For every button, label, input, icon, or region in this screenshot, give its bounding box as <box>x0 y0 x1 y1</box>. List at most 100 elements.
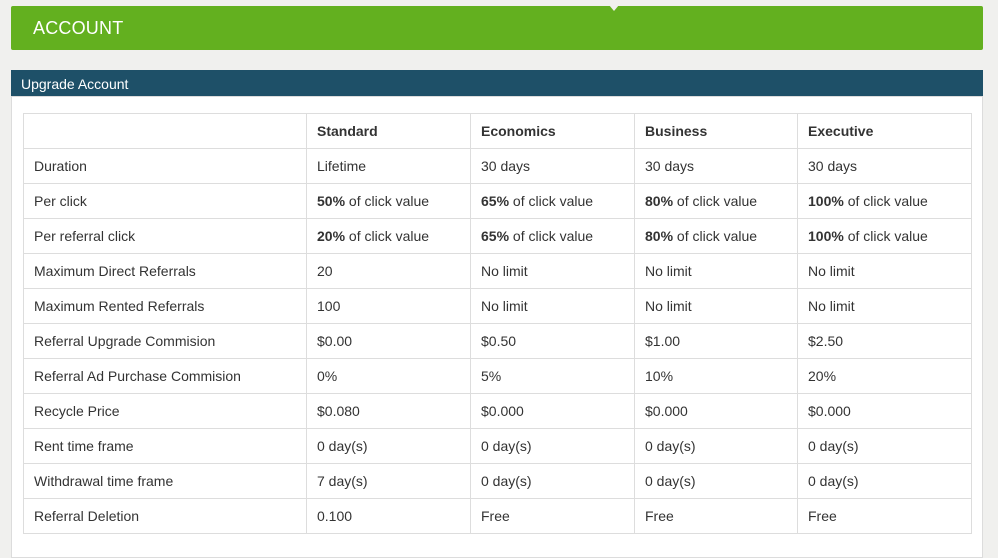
cell-text: No limit <box>645 298 692 314</box>
table-cell: 7 day(s) <box>306 463 471 499</box>
cell-text: No limit <box>808 263 855 279</box>
cell-text: 0 day(s) <box>481 438 532 454</box>
table-cell: 30 days <box>797 148 972 184</box>
table-cell: 30 days <box>470 148 635 184</box>
row-label: Per referral click <box>23 218 307 254</box>
table-row: Referral Deletion 0.100 Free Free Free <box>23 498 972 534</box>
row-label: Withdrawal time frame <box>23 463 307 499</box>
table-cell: $0.080 <box>306 393 471 429</box>
cell-text: Free <box>645 508 674 524</box>
table-cell: 20% <box>797 358 972 394</box>
cell-percent-value: 80% <box>645 228 674 244</box>
upgrade-account-panel: Standard Economics Business Executive Du… <box>11 96 983 558</box>
table-cell: No limit <box>634 288 798 324</box>
row-label: Recycle Price <box>23 393 307 429</box>
table-cell: 0 day(s) <box>470 463 635 499</box>
upgrade-account-section-header: Upgrade Account <box>11 70 983 96</box>
section-title: Upgrade Account <box>21 76 129 92</box>
cell-text: $0.080 <box>317 403 360 419</box>
table-cell: $0.000 <box>470 393 635 429</box>
cell-text: 0 day(s) <box>808 473 859 489</box>
cell-text: 0 day(s) <box>808 438 859 454</box>
cell-text: of click value <box>843 228 928 244</box>
table-row: Withdrawal time frame 7 day(s) 0 day(s) 0 d… <box>23 463 972 499</box>
cell-text: of click value <box>673 193 758 209</box>
cell-text: 30 days <box>808 158 858 174</box>
cell-text: $2.50 <box>808 333 844 349</box>
header-notch <box>609 5 619 11</box>
row-label: Referral Deletion <box>23 498 307 534</box>
table-row: Per referral click 20% of click value 65% … <box>23 218 972 254</box>
cell-text: 0 day(s) <box>481 473 532 489</box>
cell-text: Free <box>481 508 510 524</box>
table-cell: No limit <box>470 253 635 289</box>
column-header-executive: Executive <box>797 113 972 149</box>
column-header-economics: Economics <box>470 113 635 149</box>
table-cell: 5% <box>470 358 635 394</box>
table-row: Maximum Rented Referrals 100 No limit No li… <box>23 288 972 324</box>
table-cell: No limit <box>797 288 972 324</box>
account-title: ACCOUNT <box>33 18 124 38</box>
table-cell: 100% of click value <box>797 183 972 219</box>
cell-text: No limit <box>808 298 855 314</box>
table-row: Per click 50% of click value 65% of click … <box>23 183 972 219</box>
cell-text: Lifetime <box>317 158 367 174</box>
cell-text: 5% <box>481 368 502 384</box>
table-cell: 0 day(s) <box>306 428 471 464</box>
row-label: Duration <box>23 148 307 184</box>
table-row: Duration Lifetime 30 days 30 days 30 days <box>23 148 972 184</box>
column-header-standard: Standard <box>306 113 471 149</box>
table-cell: 10% <box>634 358 798 394</box>
cell-text: No limit <box>481 298 528 314</box>
table-cell: 65% of click value <box>470 183 635 219</box>
cell-percent-value: 65% <box>481 193 510 209</box>
table-cell: 0% <box>306 358 471 394</box>
table-cell: 0.100 <box>306 498 471 534</box>
table-cell: $0.50 <box>470 323 635 359</box>
cell-text: 0.100 <box>317 508 353 524</box>
cell-text: No limit <box>481 263 528 279</box>
cell-text: 30 days <box>481 158 531 174</box>
table-cell: Lifetime <box>306 148 471 184</box>
account-header-bar: ACCOUNT <box>11 5 983 50</box>
table-cell: 80% of click value <box>634 183 798 219</box>
cell-text: 0% <box>317 368 338 384</box>
table-cell: No limit <box>797 253 972 289</box>
table-cell: $2.50 <box>797 323 972 359</box>
table-cell: $1.00 <box>634 323 798 359</box>
table-row: Rent time frame 0 day(s) 0 day(s) 0 day(s) 0… <box>23 428 972 464</box>
cell-text: No limit <box>645 263 692 279</box>
cell-percent-value: 100% <box>808 228 844 244</box>
cell-text: of click value <box>509 228 594 244</box>
cell-text: $0.000 <box>808 403 851 419</box>
table-cell: 20 <box>306 253 471 289</box>
row-label: Referral Ad Purchase Commision <box>23 358 307 394</box>
cell-percent-value: 50% <box>317 193 346 209</box>
cell-text: 0 day(s) <box>645 438 696 454</box>
table-header-row: Standard Economics Business Executive <box>23 113 972 149</box>
table-row: Maximum Direct Referrals 20 No limit No lim… <box>23 253 972 289</box>
membership-comparison-table: Standard Economics Business Executive Du… <box>23 113 972 534</box>
column-header-business: Business <box>634 113 798 149</box>
table-cell: 100 <box>306 288 471 324</box>
cell-text: $0.50 <box>481 333 517 349</box>
table-cell: $0.00 <box>306 323 471 359</box>
cell-text: 0 day(s) <box>645 473 696 489</box>
cell-text: of click value <box>345 228 430 244</box>
cell-text: 20% <box>808 368 837 384</box>
cell-text: of click value <box>673 228 758 244</box>
cell-text: $0.000 <box>481 403 524 419</box>
cell-text: $0.000 <box>645 403 688 419</box>
table-cell: 0 day(s) <box>470 428 635 464</box>
cell-text: of click value <box>843 193 928 209</box>
cell-percent-value: 100% <box>808 193 844 209</box>
table-cell: $0.000 <box>634 393 798 429</box>
column-header-feature <box>23 113 307 149</box>
table-cell: 0 day(s) <box>634 428 798 464</box>
table-cell: 30 days <box>634 148 798 184</box>
table-cell: 0 day(s) <box>797 463 972 499</box>
row-label: Maximum Rented Referrals <box>23 288 307 324</box>
row-label: Referral Upgrade Commision <box>23 323 307 359</box>
table-cell: Free <box>470 498 635 534</box>
cell-text: 10% <box>645 368 674 384</box>
